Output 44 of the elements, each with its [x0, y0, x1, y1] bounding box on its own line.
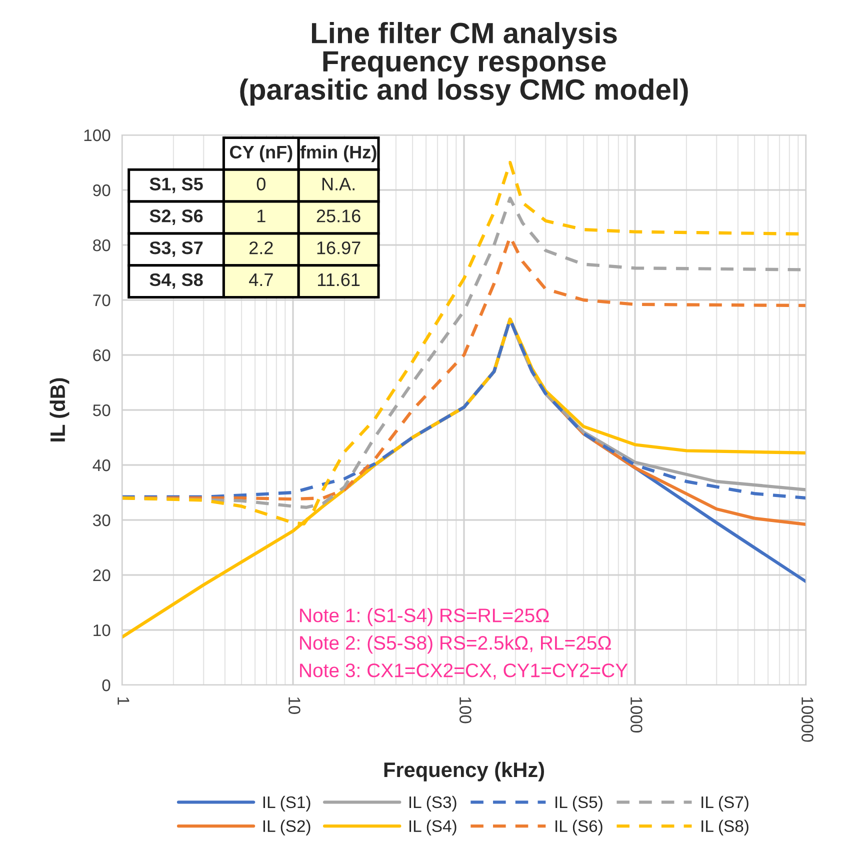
legend-label: IL (S6) — [556, 820, 602, 836]
legend-label: IL (S3) — [409, 796, 456, 812]
annotation: 16.97 — [317, 241, 360, 254]
annotation: S2, S6 — [150, 210, 203, 225]
y-tick-label: 90 — [93, 184, 110, 196]
y-tick-label: 0 — [102, 679, 110, 692]
annotation: 11.61 — [318, 273, 360, 286]
y-tick-label: 30 — [92, 514, 110, 526]
legend-label: IL (S1) — [263, 796, 310, 812]
annotation: 25.16 — [316, 210, 360, 222]
annotation: S4, S8 — [150, 273, 203, 289]
annotation: N.A. — [322, 178, 354, 190]
legend-label: IL (S4) — [409, 820, 456, 836]
y-tick-label: 100 — [84, 129, 110, 142]
x-tick-label: 10000 — [802, 697, 814, 742]
x-axis-title: Frequency (kHz) — [384, 762, 544, 782]
annotation: 2.2 — [250, 241, 273, 254]
y-tick-label: 20 — [93, 569, 110, 582]
legend-label: IL (S5) — [556, 796, 602, 812]
x-tick-label: 1000 — [630, 697, 642, 733]
x-tick-label: 100 — [460, 697, 472, 724]
legend-label: IL (S2) — [263, 820, 310, 836]
annotation: Note 1: (S1-S4) RS=RL=25Ω — [300, 608, 549, 626]
x-tick-label: 1 — [118, 697, 130, 705]
annotation: 0 — [256, 178, 266, 190]
legend-label: IL (S7) — [702, 796, 748, 812]
annotation: 4.7 — [249, 274, 273, 286]
y-tick-label: 40 — [92, 459, 110, 472]
y-tick-label: 10 — [94, 624, 110, 636]
annotation: CY (nF) — [230, 145, 292, 162]
y-tick-label: 70 — [93, 294, 110, 306]
annotation: Note 3: CX1=CX2=CX, CY1=CY2=CY — [300, 664, 628, 680]
annotation: 1 — [258, 210, 266, 222]
y-tick-label: 80 — [93, 239, 110, 252]
y-axis-title: IL (dB) — [50, 378, 70, 442]
y-tick-label: 50 — [93, 404, 110, 416]
annotation: Note 2: (S5-S8) RS=2.5kΩ, RL=25Ω — [300, 636, 611, 654]
annotation: fmin (Hz) — [300, 145, 376, 162]
x-tick-label: 10 — [288, 697, 300, 714]
y-tick-label: 60 — [93, 349, 110, 362]
legend-label: IL (S8) — [702, 820, 748, 836]
chart-title: Line filter CM analysis Frequency response (parasitic and lossy CMC model) — [240, 22, 688, 106]
annotation: S3, S7 — [150, 241, 203, 257]
annotation: S1, S5 — [150, 178, 203, 194]
